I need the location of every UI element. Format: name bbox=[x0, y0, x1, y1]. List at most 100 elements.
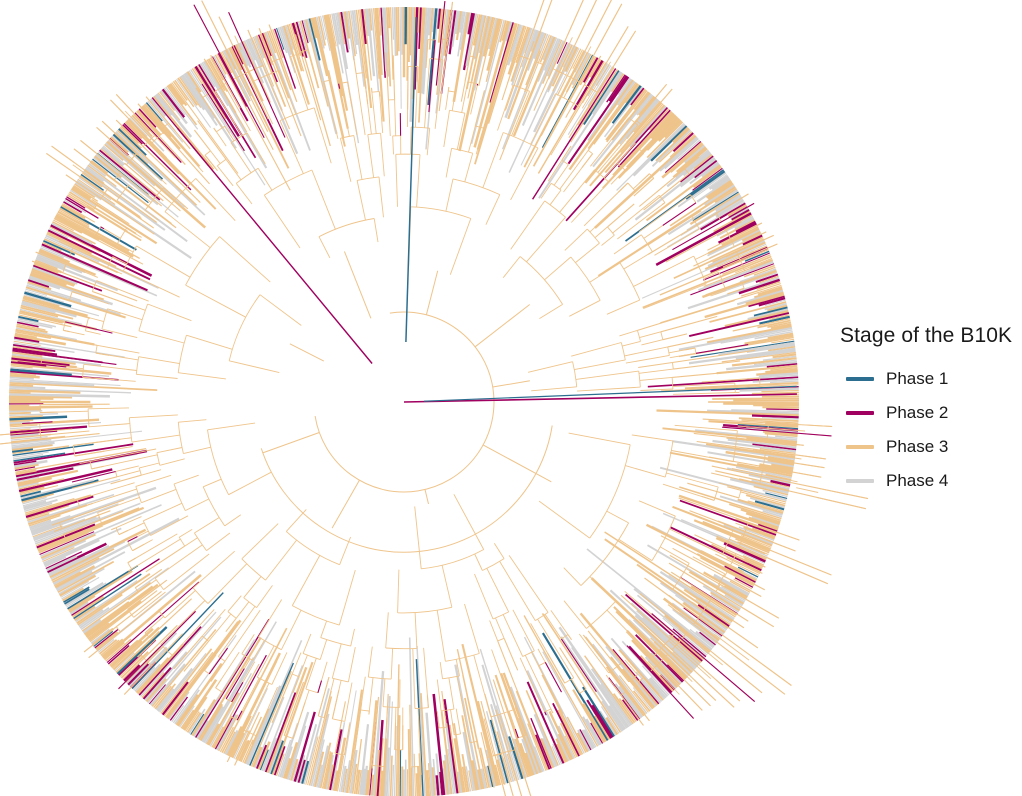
tip-branch bbox=[693, 519, 771, 553]
tip-branch bbox=[229, 715, 252, 758]
tip-branch bbox=[370, 8, 380, 92]
tip-branch bbox=[106, 581, 200, 663]
tip-branch bbox=[464, 697, 485, 790]
tip-branch bbox=[77, 593, 123, 626]
tip-branch bbox=[759, 275, 779, 284]
tip-branch bbox=[611, 92, 651, 141]
tip-branch bbox=[204, 621, 277, 744]
clade-arc bbox=[627, 182, 636, 191]
internal-branch bbox=[667, 336, 714, 348]
internal-branch bbox=[195, 178, 236, 222]
tip-branch bbox=[476, 22, 517, 150]
tip-branch bbox=[331, 722, 346, 791]
tip-branch bbox=[346, 10, 355, 61]
tip-branch bbox=[698, 615, 725, 636]
clade-arc bbox=[332, 677, 349, 683]
internal-branch bbox=[638, 156, 700, 207]
internal-branch bbox=[127, 557, 136, 564]
internal-branch bbox=[550, 106, 581, 156]
tip-branch bbox=[22, 496, 47, 505]
internal-branch bbox=[85, 330, 101, 335]
tip-branch bbox=[295, 21, 308, 59]
tip-branch bbox=[762, 417, 799, 420]
tip-branch bbox=[295, 754, 306, 783]
tip-branch bbox=[548, 710, 574, 760]
tip-branch bbox=[385, 7, 392, 87]
internal-branch bbox=[716, 535, 829, 585]
tip-branch bbox=[562, 45, 575, 68]
internal-branch bbox=[311, 169, 336, 230]
tip-branch bbox=[644, 656, 677, 690]
tip-branch bbox=[171, 705, 185, 722]
tip-branch bbox=[541, 612, 622, 733]
tip-branch bbox=[735, 466, 792, 479]
internal-branch bbox=[115, 94, 177, 159]
internal-branch bbox=[110, 99, 167, 159]
internal-branch bbox=[22, 421, 53, 425]
tip-branch bbox=[43, 240, 76, 256]
tip-branch bbox=[41, 539, 87, 561]
internal-branch bbox=[227, 595, 242, 612]
internal-branch bbox=[259, 294, 302, 326]
internal-branch bbox=[486, 568, 510, 613]
internal-branch bbox=[219, 236, 271, 283]
tip-branch bbox=[742, 245, 768, 258]
tip-branch bbox=[740, 508, 781, 524]
tip-branch bbox=[20, 490, 42, 498]
tip-branch bbox=[70, 187, 158, 245]
internal-branch bbox=[164, 590, 196, 619]
tip-branch bbox=[465, 766, 472, 792]
tip-branch bbox=[259, 749, 269, 771]
tip-branch bbox=[679, 486, 782, 520]
tip-branch bbox=[584, 655, 634, 725]
tip-branch bbox=[592, 82, 639, 145]
tip-branch bbox=[25, 288, 48, 296]
tip-branch bbox=[80, 567, 170, 631]
tip-branch bbox=[586, 699, 612, 740]
internal-branch bbox=[709, 456, 822, 478]
tip-branch bbox=[51, 548, 115, 582]
tip-branch bbox=[102, 574, 202, 660]
internal-branch bbox=[82, 376, 115, 381]
tip-branch bbox=[180, 75, 206, 111]
tip-branch bbox=[441, 768, 448, 795]
tip-branch bbox=[617, 109, 671, 168]
tip-branch bbox=[600, 706, 620, 734]
tip-branch bbox=[40, 533, 96, 559]
tip-branch bbox=[374, 749, 380, 796]
tip-branch bbox=[632, 123, 687, 177]
tip-branch bbox=[38, 250, 97, 276]
internal-branch bbox=[147, 303, 192, 322]
internal-branch bbox=[158, 589, 184, 611]
tip-branch bbox=[677, 139, 701, 161]
tip-branch bbox=[456, 649, 489, 789]
tip-branch bbox=[478, 15, 489, 54]
internal-branch bbox=[527, 361, 573, 373]
internal-branch bbox=[538, 665, 564, 715]
tip-branch bbox=[26, 282, 82, 302]
internal-branch bbox=[659, 649, 693, 683]
internal-branch bbox=[639, 592, 763, 694]
internal-branch bbox=[451, 722, 455, 735]
tip-branch bbox=[707, 451, 794, 468]
tip-branch bbox=[92, 158, 149, 204]
tip-branch bbox=[751, 516, 780, 527]
tip-branch bbox=[351, 10, 359, 46]
tip-branch bbox=[16, 467, 74, 481]
internal-branch bbox=[574, 359, 626, 371]
internal-branch bbox=[323, 710, 327, 718]
internal-branch bbox=[570, 181, 610, 223]
tip-branch bbox=[286, 711, 310, 780]
internal-branch bbox=[110, 474, 142, 485]
tip-branch bbox=[626, 114, 677, 168]
tip-branch bbox=[735, 220, 757, 233]
tip-branch bbox=[15, 447, 147, 473]
internal-branch bbox=[73, 148, 172, 225]
tip-branch bbox=[316, 764, 323, 788]
tip-branch bbox=[340, 11, 349, 53]
tip-branch bbox=[142, 104, 172, 138]
internal-branch bbox=[71, 499, 78, 503]
internal-branch bbox=[474, 553, 483, 571]
tip-branch bbox=[485, 19, 503, 82]
tip-branch bbox=[686, 196, 742, 231]
